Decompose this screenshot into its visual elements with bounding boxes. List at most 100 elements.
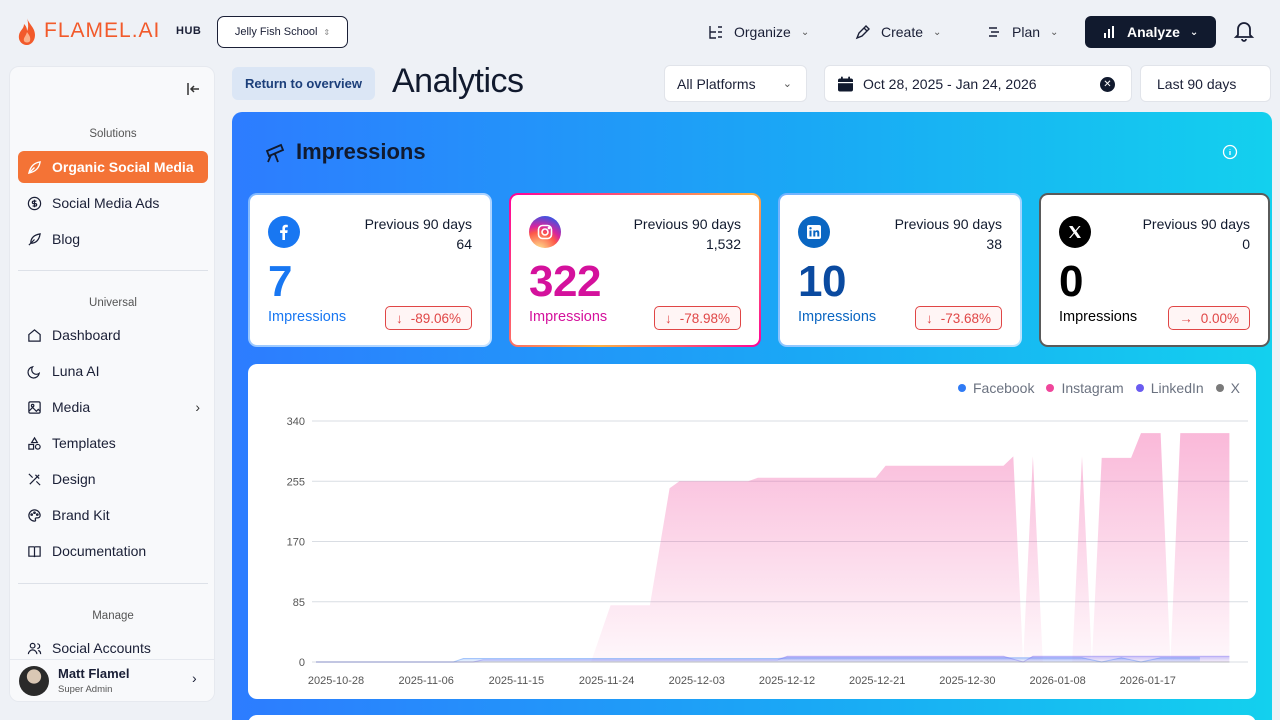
calendar-icon <box>838 76 853 92</box>
moon-icon <box>27 365 41 379</box>
impressions-label: Impressions <box>268 309 347 325</box>
sidebar-item-social-media-ads[interactable]: Social Media Ads <box>18 187 208 219</box>
dollar-icon <box>27 196 42 210</box>
sidebar-item-label: Luna AI <box>52 363 100 379</box>
sidebar-item-design[interactable]: Design <box>18 463 208 495</box>
previous-period: Previous 90 days 0 <box>1140 214 1250 254</box>
chevron-right-icon: › <box>192 670 197 686</box>
hub-label: HUB <box>176 25 202 37</box>
chevron-down-icon: ⌄ <box>782 78 792 90</box>
updown-chevron-icon: ⇕ <box>323 27 331 37</box>
sidebar-item-label: Social Accounts <box>52 640 151 656</box>
y-tick-label: 340 <box>287 416 305 428</box>
sidebar-item-blog[interactable]: Blog <box>18 223 208 255</box>
arrow-right-icon: → <box>1179 310 1193 326</box>
telescope-icon <box>265 143 285 163</box>
date-range-picker[interactable]: Oct 28, 2025 - Jan 24, 2026 ✕ <box>824 65 1132 102</box>
collapse-sidebar-icon[interactable] <box>185 80 203 98</box>
series-area-linkedin[interactable] <box>316 656 1230 662</box>
nav-create[interactable]: Create ⌄ <box>855 16 941 48</box>
image-icon <box>28 400 41 414</box>
card-body: Previous 90 days 1,532 322 Impressions ↓ -… <box>511 195 759 345</box>
series-area-instagram[interactable] <box>316 433 1230 662</box>
sidebar-item-label: Documentation <box>52 543 147 559</box>
organize-icon <box>709 26 722 39</box>
clear-date-icon[interactable]: ✕ <box>1100 77 1115 92</box>
sidebar-item-label: Media <box>52 399 91 415</box>
sidebar-item-media[interactable]: Media › <box>18 391 208 423</box>
brand-name: FLAMEL.AI <box>44 19 161 42</box>
shapes-icon <box>28 436 41 450</box>
linkedin-impressions-card[interactable]: Previous 90 days 38 10 Impressions ↓ -73.6… <box>778 193 1022 347</box>
section-title-solutions: Solutions <box>89 128 137 140</box>
platform-filter-select[interactable]: All Platforms ⌄ <box>664 65 807 102</box>
users-icon <box>27 642 42 654</box>
legend-dot <box>957 384 966 392</box>
nav-create-label: Create <box>881 24 924 40</box>
facebook-impressions-card[interactable]: Previous 90 days 64 7 Impressions ↓ -89.06… <box>248 193 492 347</box>
brand-logo[interactable]: FLAMEL.AI <box>16 16 160 46</box>
legend-dot <box>1215 384 1224 392</box>
nav-analyze[interactable]: Analyze ⌄ <box>1085 16 1216 48</box>
previous-label: Previous 90 days <box>894 216 1002 232</box>
change-badge: ↓ -78.98% <box>653 306 741 330</box>
impressions-chart: 0 85 170 255 340 2025-10-28 2025-11-06 2025-11-… <box>248 364 1256 699</box>
book-icon <box>28 545 41 557</box>
section-title-universal: Universal <box>89 297 137 309</box>
sidebar-item-label: Brand Kit <box>52 507 110 523</box>
sidebar-item-social-accounts[interactable]: Social Accounts <box>18 632 208 664</box>
x-tick-label: 2026-01-08 <box>1029 675 1085 687</box>
sidebar-item-label: Dashboard <box>52 327 121 343</box>
return-to-overview-button[interactable]: Return to overview <box>232 67 375 100</box>
chart-legend: Facebook Instagram LinkedIn X <box>957 380 1240 396</box>
range-preset-select[interactable]: Last 90 days <box>1140 65 1271 102</box>
sidebar-item-documentation[interactable]: Documentation <box>18 535 208 567</box>
legend-dot <box>1135 384 1144 392</box>
change-value: -89.06% <box>410 310 461 326</box>
top-bar: FLAMEL.AI HUB Jelly Fish School ⇕ Organi… <box>0 0 1280 62</box>
card-body: Previous 90 days 0 0 Impressions → 0.00% <box>1041 195 1268 345</box>
nav-plan[interactable]: Plan ⌄ <box>986 16 1058 48</box>
previous-value: 0 <box>1242 236 1250 252</box>
x-impressions-card[interactable]: Previous 90 days 0 0 Impressions → 0.00% <box>1039 193 1270 347</box>
legend-item-linkedin[interactable]: LinkedIn <box>1135 380 1204 396</box>
workspace-selector[interactable]: Jelly Fish School ⇕ <box>217 16 348 48</box>
previous-label: Previous 90 days <box>364 216 472 232</box>
nav-plan-label: Plan <box>1012 24 1041 40</box>
legend-label: Facebook <box>972 380 1035 396</box>
bell-icon[interactable] <box>1232 19 1256 43</box>
x-tick-label: 2025-12-03 <box>669 675 725 687</box>
avatar <box>19 666 49 696</box>
x-tick-label: 2025-12-30 <box>939 675 995 687</box>
chart-canvas: 0 85 170 255 340 2025-10-28 2025-11-06 2025-11-… <box>287 416 1248 687</box>
page-title: Analytics <box>392 62 524 100</box>
x-tick-label: 2025-11-24 <box>579 675 634 687</box>
info-icon[interactable] <box>1222 144 1238 160</box>
instagram-impressions-card[interactable]: Previous 90 days 1,532 322 Impressions ↓ -… <box>509 193 761 347</box>
sidebar-item-brand-kit[interactable]: Brand Kit <box>18 499 208 531</box>
legend-label: X <box>1230 380 1240 396</box>
sidebar-item-organic-social-media[interactable]: Organic Social Media <box>18 151 208 183</box>
arrow-down-icon: ↓ <box>395 310 403 326</box>
sidebar-item-templates[interactable]: Templates <box>18 427 208 459</box>
chevron-down-icon: ⌄ <box>933 26 942 38</box>
palette-icon <box>28 508 41 522</box>
chevron-down-icon: ⌄ <box>1189 26 1199 38</box>
legend-item-x[interactable]: X <box>1215 380 1240 396</box>
previous-label: Previous 90 days <box>1142 216 1250 232</box>
impressions-value: 322 <box>529 257 601 306</box>
legend-item-facebook[interactable]: Facebook <box>957 380 1035 396</box>
impressions-value: 7 <box>268 257 292 306</box>
sidebar-item-luna-ai[interactable]: Luna AI <box>18 355 208 387</box>
previous-value: 64 <box>456 236 472 252</box>
sidebar-item-dashboard[interactable]: Dashboard <box>18 319 208 351</box>
change-badge: → 0.00% <box>1168 306 1250 330</box>
divider <box>18 583 208 584</box>
nav-organize[interactable]: Organize ⌄ <box>708 16 809 48</box>
x-tick-label: 2025-12-21 <box>849 675 905 687</box>
user-profile[interactable]: Matt Flamel Super Admin › <box>10 659 214 701</box>
legend-item-instagram[interactable]: Instagram <box>1046 380 1124 396</box>
x-tick-label: 2025-11-15 <box>489 675 544 687</box>
change-badge: ↓ -73.68% <box>914 306 1002 330</box>
sidebar: Solutions Organic Social Media Social Me… <box>9 66 215 702</box>
